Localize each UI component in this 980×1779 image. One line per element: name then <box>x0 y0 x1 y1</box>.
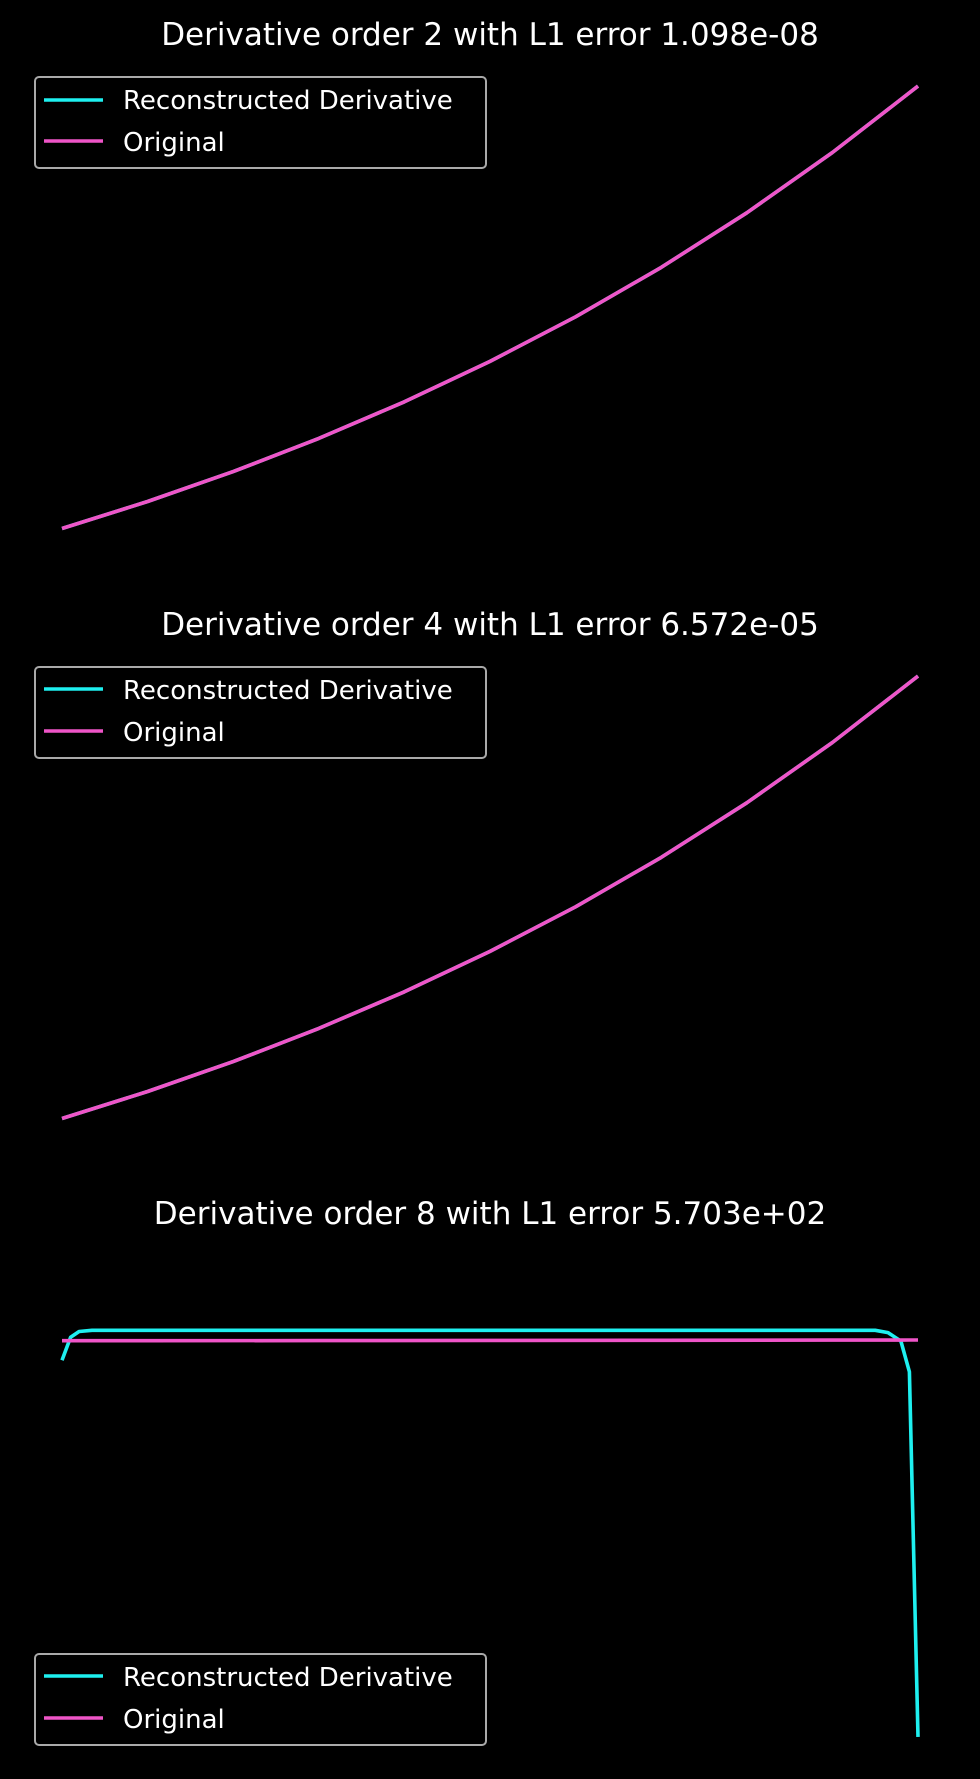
chart-title: Derivative order 8 with L1 error 5.703e+… <box>154 1196 826 1232</box>
legend-label-reconstructed: Reconstructed Derivative <box>123 1663 453 1693</box>
plot-area <box>61 84 920 531</box>
legend-label-original: Original <box>123 128 225 158</box>
chart-title: Derivative order 2 with L1 error 1.098e-… <box>161 17 819 53</box>
legend-label-reconstructed: Reconstructed Derivative <box>123 86 453 116</box>
legend-label-reconstructed: Reconstructed Derivative <box>123 676 453 706</box>
chart-order-2: Derivative order 2 with L1 error 1.098e-… <box>34 17 920 531</box>
legend-label-original: Original <box>123 718 225 748</box>
series-line-reconstructed <box>60 1328 920 1737</box>
chart-order-4: Derivative order 4 with L1 error 6.572e-… <box>34 607 920 1121</box>
legend: Reconstructed Derivative Original <box>34 76 487 169</box>
chart-title: Derivative order 4 with L1 error 6.572e-… <box>161 607 819 643</box>
legend-frame <box>34 1653 487 1746</box>
chart-order-8: Derivative order 8 with L1 error 5.703e+… <box>34 1196 920 1746</box>
series-line-original <box>61 674 920 1121</box>
legend-frame <box>34 666 487 759</box>
series-line-original <box>61 84 920 531</box>
plot-area <box>60 1328 920 1737</box>
series-line-original <box>62 1338 918 1343</box>
legend-frame <box>34 76 487 169</box>
legend: Reconstructed Derivative Original <box>34 666 487 759</box>
legend: Reconstructed Derivative Original <box>34 1653 487 1746</box>
legend-label-original: Original <box>123 1705 225 1735</box>
plot-area <box>61 674 920 1121</box>
